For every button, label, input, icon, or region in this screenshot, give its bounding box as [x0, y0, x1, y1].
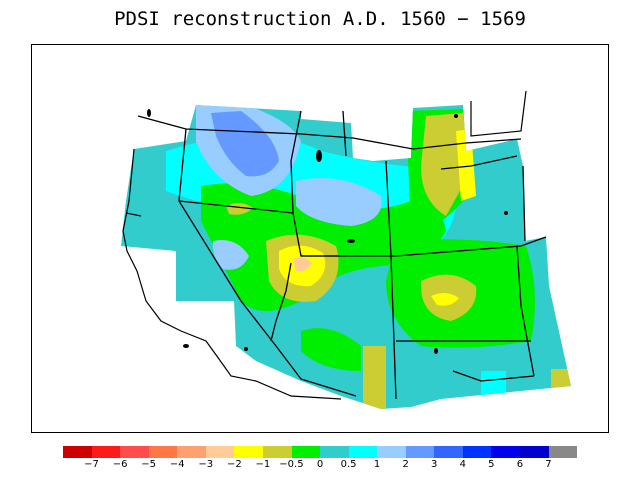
- legend-tick-label: 4: [459, 459, 466, 470]
- legend-tick-label: 1: [373, 459, 381, 470]
- legend-tick-label: −4: [169, 459, 185, 470]
- map-title: PDSI reconstruction A.D. 1560 − 1569: [114, 8, 526, 30]
- legend-swatch: [148, 446, 178, 458]
- legend-tick-label: −5: [141, 459, 157, 470]
- legend-tick-label: 0: [316, 459, 324, 470]
- legend-tick-label: 3: [431, 459, 438, 470]
- legend-swatch: [63, 446, 92, 458]
- legend-tick-label: −3: [198, 459, 214, 470]
- color-legend: [63, 446, 578, 458]
- legend-swatch: [320, 446, 349, 458]
- legend-swatch: [234, 446, 263, 458]
- legend-tick-labels: −7 −6 −5 −4 −3 −2 −1 −0.5 0 0.5 1 2 3 4 5 6 7: [63, 459, 577, 473]
- legend-swatch: [434, 446, 463, 458]
- legend-swatch: [348, 446, 378, 458]
- legend-swatch: [177, 446, 206, 458]
- legend-tick-label: 2: [402, 459, 409, 470]
- legend-swatch: [405, 446, 435, 458]
- legend-swatch: [91, 446, 121, 458]
- legend-swatch: [377, 446, 406, 458]
- legend-swatch: [491, 446, 520, 458]
- state-boundaries: [137, 110, 547, 400]
- legend-tick-label: 6: [516, 459, 524, 470]
- legend-swatch: [205, 446, 235, 458]
- legend-tick-label: 7: [545, 459, 552, 470]
- legend-tick-label: −1: [255, 459, 271, 470]
- legend-tick-label: −6: [112, 459, 128, 470]
- legend-swatch: [548, 446, 578, 458]
- pdsi-map: [121, 90, 571, 409]
- legend-tick-label: −7: [84, 459, 99, 470]
- coastline: [122, 90, 527, 400]
- lakes: [147, 109, 508, 354]
- legend-swatch: [291, 446, 321, 458]
- map-frame: [31, 44, 609, 433]
- legend-tick-label: −0.5: [279, 459, 304, 470]
- legend-swatch: [520, 446, 549, 458]
- legend-swatch: [120, 446, 149, 458]
- legend-tick-label: 0.5: [340, 459, 357, 470]
- legend-tick-label: 5: [488, 459, 495, 470]
- legend-swatch: [462, 446, 492, 458]
- legend-tick-label: −2: [226, 459, 242, 470]
- legend-swatch: [262, 446, 292, 458]
